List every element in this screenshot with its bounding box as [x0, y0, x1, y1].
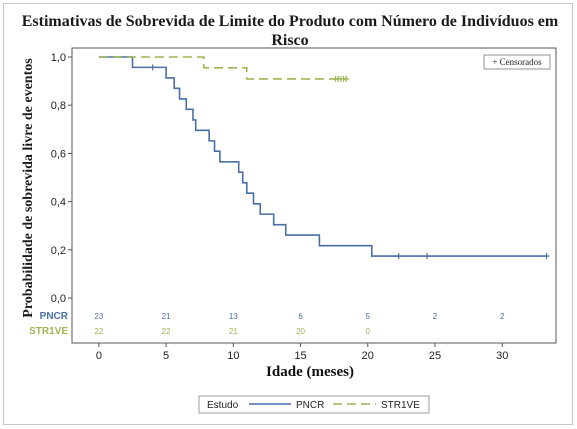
censored-legend: + Censorados — [483, 54, 551, 70]
y-tick-label: 1,0 — [51, 52, 66, 64]
risk-count: 0 — [366, 327, 371, 336]
plot-area — [71, 47, 557, 344]
risk-count: 13 — [229, 312, 238, 321]
risk-count: 22 — [162, 327, 171, 336]
risk-row-label: PNCR — [40, 311, 69, 322]
figure-frame — [3, 3, 573, 425]
risk-count: 23 — [94, 312, 103, 321]
legend-label-str1ve: STR1VE — [381, 400, 420, 411]
risk-count: 5 — [366, 312, 371, 321]
series-line-str1ve — [98, 56, 348, 80]
risk-count: 22 — [94, 327, 103, 336]
series-line-pncr — [98, 56, 547, 257]
risk-count: 20 — [296, 327, 305, 336]
legend-box — [198, 395, 430, 414]
censored-legend-box — [483, 54, 551, 70]
y-tick-label: 0,8 — [51, 100, 66, 112]
y-tick-label: 0,4 — [51, 197, 66, 209]
risk-count: 21 — [229, 327, 238, 336]
risk-count: 2 — [500, 312, 505, 321]
x-tick-label: 25 — [429, 350, 441, 362]
y-axis: 0,0 0,2 0,4 0,6 0,8 1,0 — [51, 52, 72, 305]
censor-mark-str1ve — [343, 75, 350, 82]
x-tick-label: 0 — [96, 350, 102, 362]
legend-label-pncr: PNCR — [296, 400, 324, 411]
censored-legend-text: + Censorados — [492, 57, 542, 67]
y-tick-label: 0,0 — [51, 293, 66, 305]
censor-mark-pncr — [395, 253, 402, 260]
legend: Estudo PNCR STR1VE — [198, 395, 430, 414]
x-tick-label: 5 — [163, 350, 169, 362]
x-tick-label: 10 — [227, 350, 239, 362]
censor-mark-pncr — [149, 64, 156, 71]
legend-title: Estudo — [207, 400, 239, 411]
y-tick-label: 0,2 — [51, 245, 66, 257]
x-axis: 0 5 10 15 20 25 30 — [96, 343, 508, 362]
x-tick-label: 15 — [294, 350, 306, 362]
risk-count: 2 — [433, 312, 438, 321]
risk-row-label: STR1VE — [29, 326, 68, 337]
x-tick-label: 20 — [362, 350, 374, 362]
plot-border — [71, 47, 557, 344]
censor-mark-pncr — [423, 253, 430, 260]
x-axis-title: Idade (meses) — [266, 364, 354, 380]
x-tick-label: 30 — [496, 350, 508, 362]
risk-count: 21 — [162, 312, 171, 321]
chart-title: Estimativas de Sobrevida de Limite do Pr… — [21, 13, 559, 49]
censor-mark-pncr — [543, 253, 550, 260]
y-tick-label: 0,6 — [51, 148, 66, 160]
risk-count: 6 — [298, 312, 303, 321]
